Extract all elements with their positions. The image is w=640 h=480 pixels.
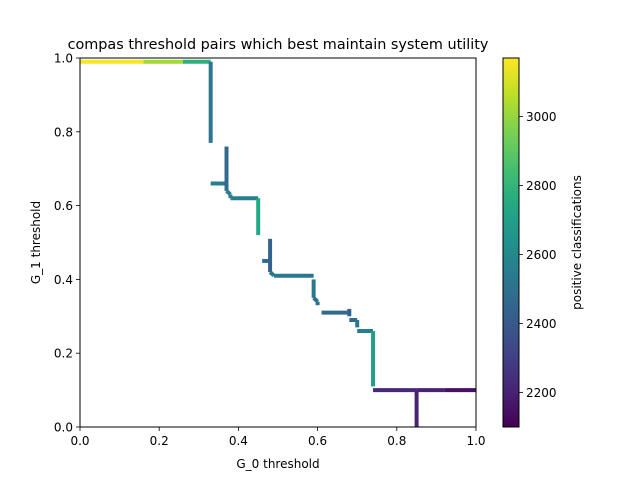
y-tick-label: 0.4 bbox=[54, 273, 73, 287]
x-tick-label: 0.8 bbox=[387, 434, 406, 448]
x-tick-label: 0.2 bbox=[150, 434, 169, 448]
colorbar-tick-label: 2200 bbox=[526, 386, 557, 400]
colorbar-label: positive classifications bbox=[570, 175, 584, 310]
y-tick-label: 0.6 bbox=[54, 199, 73, 213]
threshold-segment-6 bbox=[225, 189, 232, 196]
chart-title: compas threshold pairs which best mainta… bbox=[68, 37, 489, 53]
colorbar-tick-label: 3000 bbox=[526, 110, 557, 124]
y-tick-label: 0.2 bbox=[54, 347, 73, 361]
colorbar-tick-label: 2600 bbox=[526, 248, 557, 262]
colorbar-tick-label: 2400 bbox=[526, 317, 557, 331]
x-tick-label: 0.4 bbox=[229, 434, 248, 448]
colorbar bbox=[502, 57, 520, 428]
plot-frame bbox=[79, 57, 477, 428]
y-tick-label: 0.0 bbox=[54, 421, 73, 435]
y-tick-label: 0.8 bbox=[54, 125, 73, 139]
x-tick-label: 0.6 bbox=[308, 434, 327, 448]
x-tick-label: 1.0 bbox=[466, 434, 485, 448]
y-tick-label: 1.0 bbox=[54, 52, 73, 66]
colorbar-tick-label: 2800 bbox=[526, 179, 557, 193]
threshold-segment-12 bbox=[268, 270, 276, 278]
x-tick-label: 0.0 bbox=[70, 434, 89, 448]
x-axis-label: G_0 threshold bbox=[236, 457, 319, 471]
threshold-segment-15 bbox=[312, 296, 319, 304]
y-axis-label: G_1 threshold bbox=[29, 201, 43, 284]
